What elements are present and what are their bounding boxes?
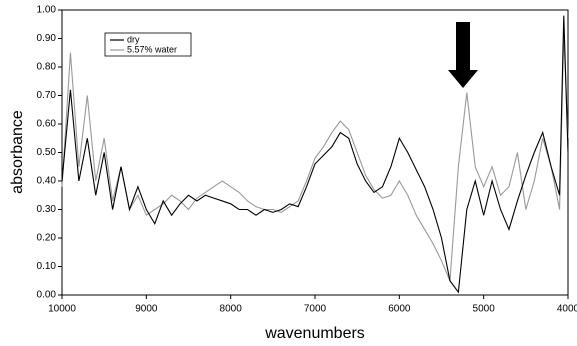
- x-tick-label: 10000: [48, 304, 76, 315]
- legend-box: [104, 32, 192, 57]
- y-tick-label: 0.80: [37, 62, 57, 73]
- x-axis-title: wavenumbers: [264, 325, 365, 342]
- x-tick-label: 5000: [473, 304, 496, 315]
- x-tick-label: 4000: [557, 304, 577, 315]
- series-line: [61, 15, 569, 294]
- y-tick-label: 0.50: [37, 147, 57, 158]
- x-tick-label: 9000: [135, 304, 158, 315]
- legend-text: 5.57% water: [127, 44, 177, 54]
- y-axis-title: absorbance: [9, 110, 26, 194]
- y-tick-label: 0.60: [37, 119, 57, 130]
- x-tick-label: 8000: [220, 304, 243, 315]
- y-tick-label: 0.10: [37, 261, 57, 272]
- y-tick-label: 0.40: [37, 176, 57, 187]
- y-tick-label: 0.20: [37, 233, 57, 244]
- annotation-arrow: [448, 22, 478, 88]
- y-tick-label: 0.30: [37, 204, 57, 215]
- series-line: [61, 32, 569, 281]
- x-tick-label: 6000: [388, 304, 411, 315]
- y-tick-label: 1.00: [37, 5, 57, 16]
- y-tick-label: 0.70: [37, 90, 57, 101]
- y-tick-label: 0.90: [37, 33, 57, 44]
- y-tick-label: 0.00: [37, 290, 57, 301]
- x-tick-label: 7000: [304, 304, 327, 315]
- legend-text: dry: [127, 34, 140, 44]
